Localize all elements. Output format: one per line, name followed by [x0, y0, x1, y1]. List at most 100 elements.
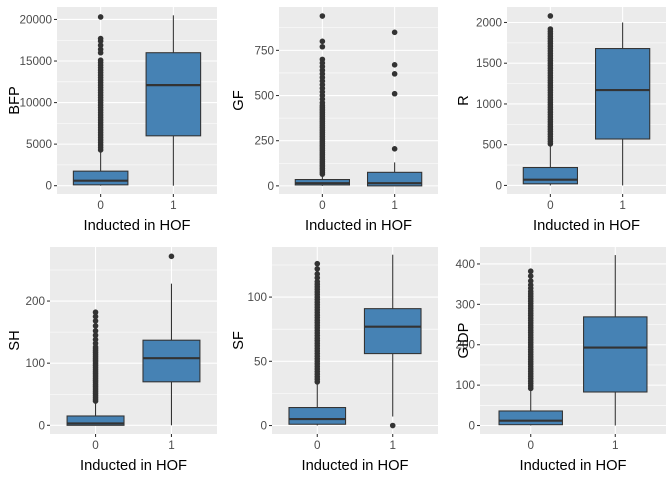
- x-tick-label: 0: [92, 439, 99, 452]
- x-tick-label: 0: [97, 199, 104, 212]
- y-tick-label: 100: [25, 357, 45, 370]
- x-axis-title: Inducted in HOF: [533, 218, 640, 234]
- y-axis-title: GF: [231, 90, 247, 110]
- outlier-point: [391, 90, 398, 97]
- outlier-point: [168, 253, 175, 260]
- outlier-point: [319, 56, 326, 63]
- y-tick-label: 1000: [476, 98, 503, 111]
- outlier-point: [314, 260, 321, 267]
- outlier-point: [319, 13, 326, 19]
- x-tick-label: 1: [391, 199, 398, 212]
- y-tick-label: 750: [254, 44, 274, 57]
- outlier-point: [97, 42, 104, 49]
- chart-panel-sh: 0 100 200 0 1 Inducted in HOF SH: [7, 247, 217, 474]
- outlier-point: [527, 282, 534, 288]
- chart-panel-gf: 0 250 500 750 0 1 Inducted in HOF GF: [231, 7, 438, 234]
- y-tick-label: 200: [455, 339, 475, 352]
- iqr-box: [498, 410, 563, 426]
- y-axis-title: SF: [231, 331, 247, 350]
- outlier-point: [314, 278, 321, 285]
- box-category-0: [288, 260, 347, 426]
- outlier-point: [92, 332, 99, 339]
- outlier-point: [314, 275, 321, 281]
- box-category-1: [594, 22, 651, 186]
- y-tick-label: 0: [45, 180, 52, 193]
- y-tick-label: 0: [260, 420, 267, 433]
- outlier-point: [391, 71, 398, 77]
- chart-panel-sf: 0 50 100 0 1 Inducted in HOF SF: [231, 247, 438, 474]
- y-tick-label: 400: [455, 258, 475, 271]
- x-tick-label: 1: [170, 199, 177, 212]
- y-tick-label: 0: [468, 420, 475, 433]
- outlier-point: [97, 57, 104, 63]
- outlier-point: [527, 268, 534, 275]
- x-tick-label: 0: [547, 199, 554, 212]
- box-category-1: [145, 15, 202, 186]
- box-category-0: [66, 309, 125, 426]
- iqr-box: [583, 316, 648, 393]
- y-tick-label: 0: [495, 179, 502, 192]
- box-category-1: [583, 255, 648, 426]
- y-tick-label: 50: [254, 355, 268, 368]
- iqr-box: [72, 170, 129, 186]
- outlier-point: [319, 38, 326, 45]
- box-category-0: [72, 14, 129, 186]
- box-category-0: [522, 13, 579, 186]
- x-axis-title: Inducted in HOF: [84, 218, 191, 234]
- y-tick-label: 200: [25, 295, 45, 308]
- x-tick-label: 1: [389, 439, 396, 452]
- outlier-point: [92, 323, 99, 329]
- outlier-point: [97, 46, 104, 53]
- y-tick-label: 10000: [19, 97, 52, 110]
- iqr-box: [66, 415, 125, 426]
- y-tick-label: 500: [254, 90, 274, 103]
- x-axis-title: Inducted in HOF: [80, 458, 187, 474]
- y-tick-label: 100: [455, 379, 475, 392]
- box-category-0: [294, 13, 351, 186]
- iqr-box: [363, 308, 422, 355]
- y-tick-label: 1500: [476, 57, 503, 70]
- y-tick-label: 250: [254, 135, 274, 148]
- outlier-point: [547, 13, 554, 19]
- outlier-point: [92, 309, 99, 316]
- y-tick-label: 0: [267, 180, 274, 193]
- y-tick-label: 100: [247, 291, 267, 304]
- x-tick-label: 1: [168, 439, 175, 452]
- x-tick-label: 0: [527, 439, 534, 452]
- outlier-point: [92, 328, 99, 334]
- outlier-point: [391, 146, 398, 152]
- outlier-point: [527, 273, 534, 279]
- outlier-point: [391, 62, 398, 68]
- outlier-point: [314, 271, 321, 277]
- outlier-point: [391, 29, 398, 36]
- x-axis-title: Inducted in HOF: [302, 458, 409, 474]
- box-category-1: [142, 253, 201, 426]
- outlier-point: [92, 318, 99, 324]
- outlier-point: [389, 422, 396, 429]
- outlier-point: [547, 26, 554, 32]
- x-tick-label: 0: [319, 199, 326, 212]
- iqr-box: [142, 339, 201, 383]
- outlier-point: [92, 336, 99, 343]
- outlier-point: [92, 313, 99, 320]
- iqr-box: [594, 48, 651, 140]
- outlier-point: [97, 35, 104, 42]
- y-axis-title: GIDP: [456, 322, 472, 358]
- y-tick-label: 500: [482, 139, 502, 152]
- chart-panel-bfp: 0 5000 10000 15000 20000 0 1 Inducted in HOF BFP: [7, 7, 217, 234]
- y-tick-label: 300: [455, 298, 475, 311]
- y-tick-label: 15000: [19, 55, 52, 68]
- iqr-box: [145, 52, 202, 137]
- outlier-point: [97, 14, 104, 20]
- x-axis-title: Inducted in HOF: [305, 218, 412, 234]
- y-tick-label: 0: [38, 419, 45, 432]
- x-tick-label: 1: [612, 439, 619, 452]
- iqr-box: [522, 166, 579, 185]
- box-category-1: [366, 29, 423, 187]
- x-axis-title: Inducted in HOF: [520, 458, 627, 474]
- outlier-point: [527, 278, 534, 284]
- box-category-1: [363, 254, 422, 429]
- y-axis-title: SH: [7, 330, 23, 350]
- box-category-0: [498, 268, 563, 426]
